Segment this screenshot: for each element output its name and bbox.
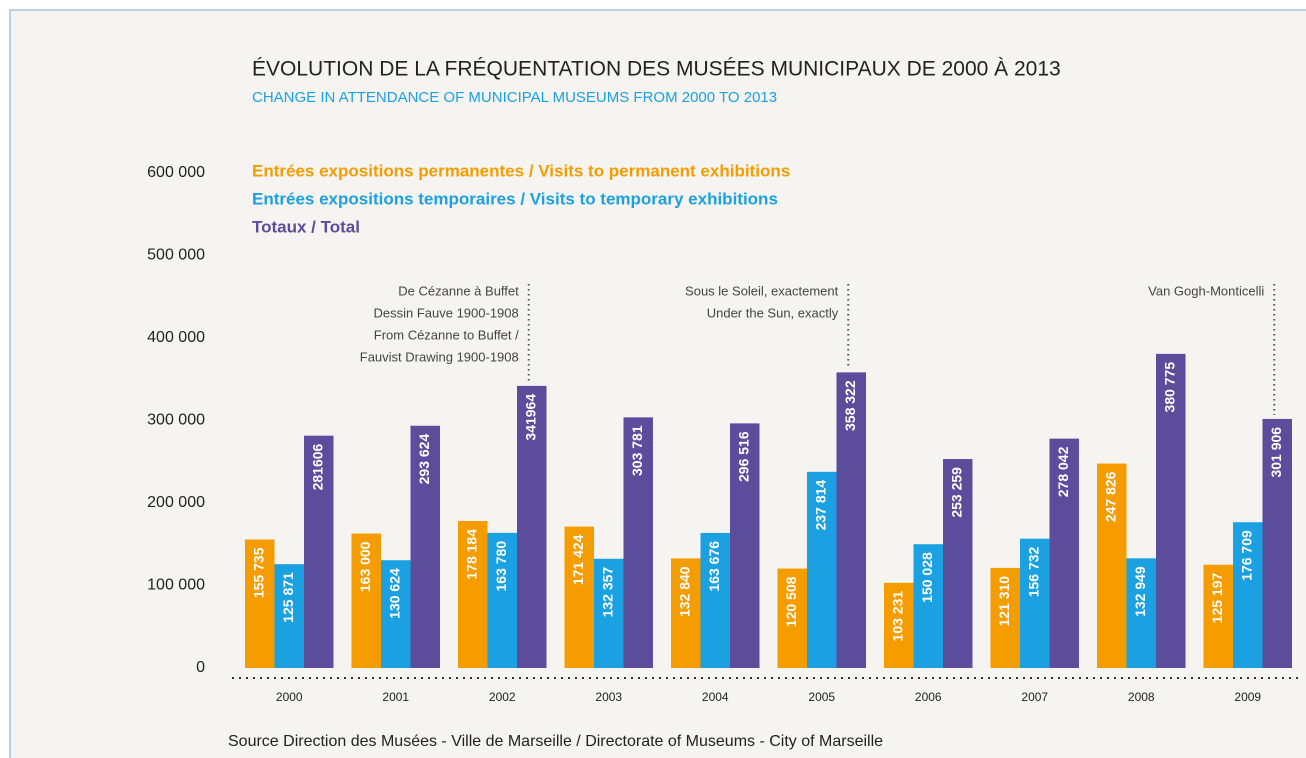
value-label: 103 231 [889,591,905,642]
x-tick-label: 2004 [702,690,729,704]
annotation: Sous le Soleil, exactement [685,283,839,298]
annotation: From Cézanne to Buffet / [374,327,519,342]
bar [730,423,760,668]
x-tick-label: 2003 [595,690,622,704]
bar [884,582,914,668]
legend-entry: Entrées expositions temporaires / Visits… [252,189,778,208]
value-label: 293 624 [416,434,432,485]
y-tick-label: 200 000 [147,494,205,511]
x-tick-label: 2006 [915,690,942,704]
bar [594,558,624,668]
bar [1203,564,1233,668]
bar [943,459,973,668]
bar [700,532,730,668]
annotation: De Cézanne à Buffet [398,283,519,298]
bar [564,526,594,668]
bar [351,533,381,668]
value-label: 358 322 [842,380,858,431]
value-label: 121 310 [996,576,1012,627]
value-label: 237 814 [812,480,828,531]
x-tick-label: 2007 [1021,690,1048,704]
value-label: 278 042 [1055,446,1071,497]
x-tick-label: 2000 [276,690,303,704]
bar [1020,538,1050,668]
bar [1156,353,1186,668]
bar [913,544,943,668]
legend-entry: Totaux / Total [252,217,360,236]
bar [304,435,334,668]
y-tick-label: 100 000 [147,577,205,594]
value-label: 163 676 [706,541,722,592]
bar [381,560,411,668]
bar [1233,522,1263,668]
value-label: 163 000 [357,541,373,592]
value-label: 178 184 [463,529,479,580]
value-label: 380 775 [1161,362,1177,413]
y-tick-label: 400 000 [147,329,205,346]
annotation: Van Gogh-Monticelli [1148,283,1264,298]
annotation: Under the Sun, exactly [707,305,839,320]
bar [410,425,440,668]
x-tick-label: 2001 [382,690,409,704]
bar [487,532,517,668]
value-label: 125 197 [1209,573,1225,624]
bar [1049,438,1079,668]
panel [10,10,1306,758]
value-label: 163 780 [493,541,509,592]
annotation: Fauvist Drawing 1900-1908 [360,349,519,364]
value-label: 155 735 [250,547,266,598]
x-tick-label: 2009 [1234,690,1261,704]
value-label: 303 781 [629,425,645,476]
x-tick-label: 2002 [489,690,516,704]
bar [990,567,1020,668]
bar [777,568,807,668]
y-tick-label: 600 000 [147,164,205,181]
value-label: 247 826 [1102,471,1118,522]
value-label: 301 906 [1268,427,1284,478]
value-label: 125 871 [280,572,296,623]
source: Source Direction des Musées - Ville de M… [228,733,883,750]
y-tick-label: 0 [196,659,205,676]
bar [458,520,488,668]
bar [517,385,547,668]
value-label: 341964 [522,394,538,441]
bar [245,539,275,668]
y-tick-label: 500 000 [147,247,205,264]
x-tick-label: 2005 [808,690,835,704]
bar [836,372,866,668]
value-label: 281606 [309,443,325,490]
value-label: 171 424 [570,534,586,585]
bar [671,558,701,668]
value-label: 130 624 [386,568,402,619]
value-label: 253 259 [948,467,964,518]
bar [623,417,653,668]
value-label: 132 840 [676,566,692,617]
value-label: 296 516 [735,431,751,482]
x-tick-label: 2008 [1128,690,1155,704]
bar [807,471,837,668]
bar [274,564,304,668]
bar [1262,418,1292,668]
frame [9,9,1306,758]
value-label: 150 028 [919,552,935,603]
annotation: Dessin Fauve 1900-1908 [373,305,518,320]
value-label: 156 732 [1025,546,1041,597]
bar [1097,463,1127,668]
value-label: 120 508 [783,576,799,627]
value-label: 176 709 [1238,530,1254,581]
chart-title: ÉVOLUTION DE LA FRÉQUENTATION DES MUSÉES… [252,58,1061,81]
y-tick-label: 300 000 [147,412,205,429]
value-label: 132 949 [1132,566,1148,617]
value-label: 132 357 [599,567,615,618]
legend-entry: Entrées expositions permanentes / Visits… [252,161,790,180]
bar [1126,558,1156,668]
chart-subtitle: CHANGE IN ATTENDANCE OF MUNICIPAL MUSEUM… [252,89,777,106]
